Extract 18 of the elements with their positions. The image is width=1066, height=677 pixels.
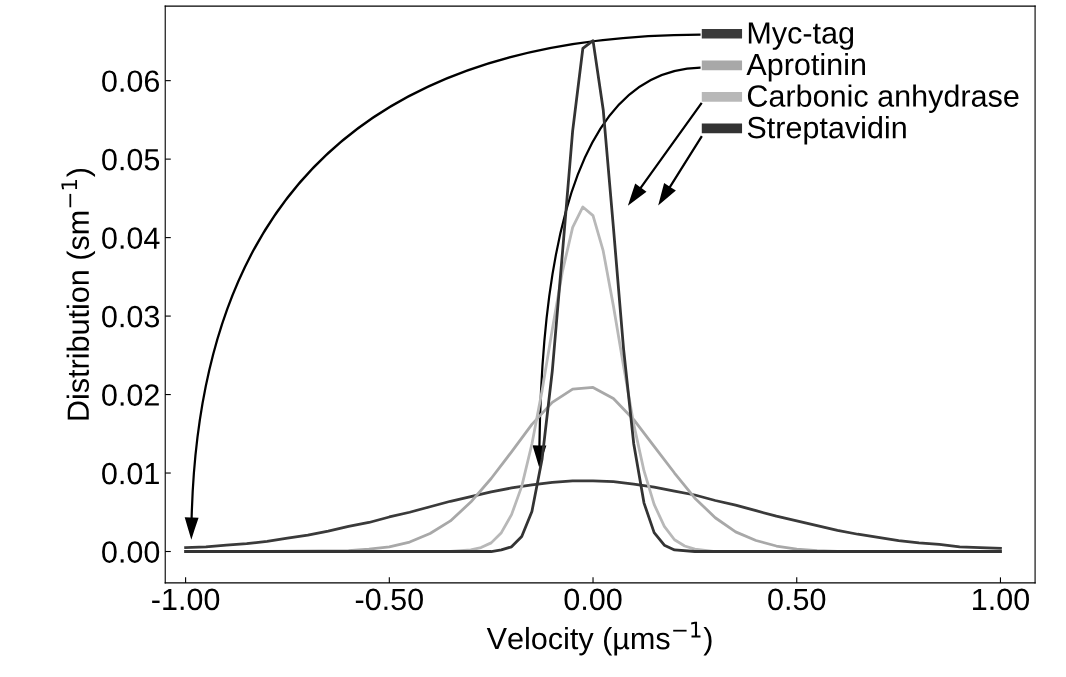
x-tick-label: 0.50 — [768, 588, 826, 611]
y-tick-label: 0.06 — [102, 70, 160, 93]
x-axis-title: Velocity (µms$^{−1}$) — [486, 621, 712, 656]
x-tick-label: 1.00 — [973, 588, 1029, 611]
x-tick-label: -1.00 — [152, 588, 220, 611]
legend-label: Streptavidin — [747, 115, 906, 145]
y-tick-label: 0.02 — [102, 384, 159, 406]
x-tick-label: 0.00 — [564, 588, 622, 611]
y-tick-label: 0.04 — [102, 227, 160, 249]
x-tick-label: -0.50 — [355, 588, 423, 611]
legend-label: Aprotinin — [746, 52, 865, 82]
y-tick-label: 0.01 — [102, 462, 159, 485]
y-axis-title: Distribution (sm$^{−1}$) — [61, 168, 96, 420]
legend-label: Carbonic anhydrase — [747, 84, 1019, 113]
y-tick-label: 0.03 — [102, 305, 160, 328]
y-tick-label: 0.05 — [102, 148, 160, 171]
y-tick-label: 0.00 — [102, 541, 160, 563]
legend-label: Myc-tag — [748, 22, 854, 50]
